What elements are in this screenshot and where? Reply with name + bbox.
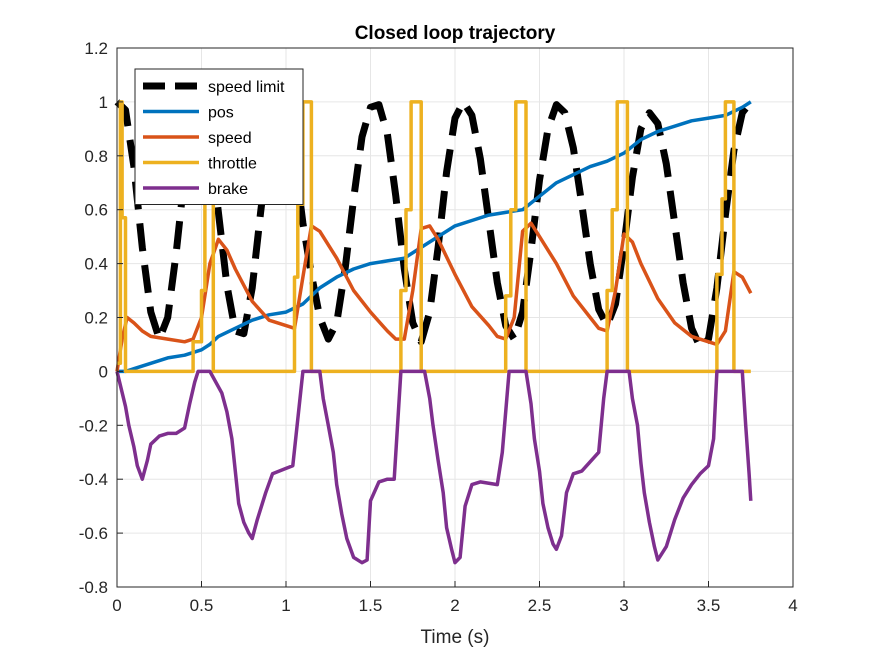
series-line-brake xyxy=(115,369,753,565)
y-tick-label: 0.8 xyxy=(84,147,108,166)
legend-label: throttle xyxy=(208,156,257,173)
y-tick-label: 1.2 xyxy=(84,39,108,58)
y-tick-label: -0.6 xyxy=(79,524,108,543)
series-line-throttle xyxy=(117,100,751,374)
x-tick-label: 0 xyxy=(112,596,121,615)
x-tick-label: 1 xyxy=(281,596,290,615)
x-tick-label: 1.5 xyxy=(359,596,383,615)
y-tick-label: 0 xyxy=(99,362,108,381)
series-layer xyxy=(114,98,754,565)
x-tick-label: 4 xyxy=(788,596,797,615)
tick-labels: 0 0.5 1 1.5 2 2.5 3 3.5 4 -0.8 -0.6 -0.4 -0.2 0 0.2 0.4… xyxy=(79,39,798,615)
x-tick-label: 3.5 xyxy=(697,596,721,615)
x-tick-label: 3 xyxy=(619,596,628,615)
y-tick-label: -0.8 xyxy=(79,578,108,597)
y-tick-label: 0.2 xyxy=(84,309,108,328)
y-tick-label: 0.4 xyxy=(84,255,108,274)
legend-label: speed xyxy=(208,130,252,147)
legend-label: brake xyxy=(208,181,248,198)
y-tick-label: 1 xyxy=(99,93,108,112)
y-tick-label: -0.2 xyxy=(79,416,108,435)
legend: speed limit pos speed throttle brake xyxy=(134,68,304,205)
y-tick-label: -0.4 xyxy=(79,470,108,489)
legend-label: speed limit xyxy=(208,79,285,96)
series-line-speed-limit xyxy=(114,98,754,351)
y-tick-label: 0.6 xyxy=(84,201,108,220)
legend-label: pos xyxy=(208,105,234,122)
x-tick-label: 2.5 xyxy=(528,596,552,615)
x-tick-label: 0.5 xyxy=(190,596,214,615)
x-axis-title: Time (s) xyxy=(421,627,490,648)
x-tick-label: 2 xyxy=(450,596,459,615)
chart-title: Closed loop trajectory xyxy=(355,23,556,44)
